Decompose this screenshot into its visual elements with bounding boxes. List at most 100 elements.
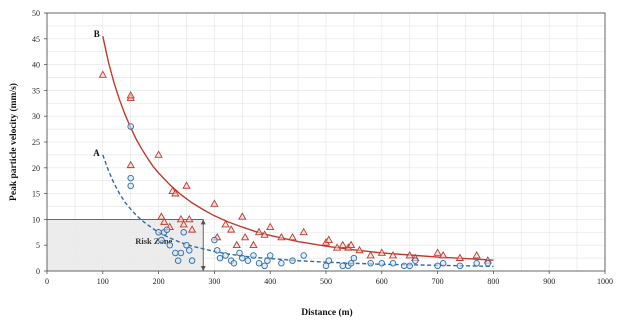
data-point-series-b (254, 227, 264, 236)
data-point-series-b (226, 225, 236, 233)
data-point-series-a (264, 257, 271, 264)
x-tick-label: 200 (153, 277, 165, 286)
data-point-series-b (299, 227, 308, 236)
x-tick-label: 1000 (597, 277, 613, 286)
data-point-series-a (261, 262, 268, 270)
data-point-series-b (324, 235, 333, 243)
data-point-series-a (177, 249, 185, 257)
curve-label-a: A (93, 148, 100, 158)
data-point-series-a (172, 249, 179, 257)
data-point-series-a (389, 260, 397, 267)
data-point-series-b (332, 243, 342, 251)
data-point-series-a (325, 257, 333, 264)
data-point-series-a (406, 262, 413, 270)
data-point-series-a (166, 241, 174, 249)
data-point-series-b (439, 251, 448, 259)
grid-layer (47, 13, 605, 271)
data-point-series-a (439, 260, 447, 267)
data-point-series-a (230, 260, 238, 267)
x-tick-label: 300 (208, 277, 220, 286)
x-tick-label: 600 (376, 277, 388, 286)
risk-zone-arrow-down (200, 266, 206, 271)
data-point-series-a (473, 260, 480, 267)
data-point-series-a (378, 260, 386, 267)
data-point-series-a (300, 252, 307, 259)
data-point-series-b (185, 214, 194, 223)
data-point-series-a (239, 254, 246, 262)
data-point-series-a (222, 252, 229, 259)
y-tick-label: 20 (32, 164, 40, 173)
y-tick-label: 10 (32, 215, 40, 224)
data-point-series-a (250, 252, 257, 259)
x-tick-label: 700 (432, 277, 444, 286)
data-point-series-b (288, 232, 297, 241)
data-point-series-b (249, 240, 258, 249)
data-point-series-b (157, 212, 166, 220)
data-point-series-b (210, 199, 219, 207)
data-point-series-a (216, 254, 224, 262)
y-tick-label: 30 (32, 112, 40, 121)
data-point-series-b (405, 251, 414, 259)
point-layer (98, 70, 492, 270)
y-tick-label: 45 (32, 35, 40, 44)
data-point-series-b (176, 214, 186, 223)
data-point-series-b (377, 248, 386, 256)
x-tick-label: 500 (320, 277, 332, 286)
data-point-series-b (187, 225, 197, 233)
curve-label-b: B (94, 29, 100, 39)
y-axis-title: Peak particle velocity (mm/s) (8, 83, 19, 201)
data-point-series-b (455, 253, 465, 261)
data-point-series-b (171, 189, 180, 197)
data-point-series-b (126, 91, 135, 99)
data-point-series-a (183, 241, 190, 249)
data-point-series-a (278, 260, 285, 267)
data-point-series-b (260, 230, 269, 238)
data-point-series-a (289, 257, 296, 264)
data-point-series-a (174, 257, 182, 264)
data-point-series-b (366, 251, 375, 259)
data-point-series-a (367, 260, 374, 267)
data-point-series-a (266, 252, 274, 259)
data-point-series-a (350, 254, 358, 262)
data-point-series-a (211, 236, 218, 244)
data-point-series-a (236, 249, 243, 257)
x-tick-label: 0 (45, 277, 49, 286)
data-point-series-b (179, 220, 188, 228)
data-point-series-b (472, 251, 481, 259)
y-tick-label: 0 (36, 267, 40, 276)
curve-layer (102, 36, 494, 268)
data-point-series-b (346, 240, 356, 249)
data-point-series-b (98, 70, 107, 78)
data-point-series-a (127, 182, 134, 190)
axes-layer: 0 100 200 300 400 500 600 700 800 900 1000 0 5 10 15 20… (32, 9, 613, 286)
data-point-series-b (338, 240, 347, 249)
data-point-series-a (484, 260, 492, 267)
curve-series-b (102, 36, 494, 261)
y-tick-label: 15 (32, 190, 40, 199)
data-point-series-b (355, 245, 364, 254)
data-point-series-b (232, 240, 241, 249)
x-axis-title: Distance (m) (301, 307, 352, 318)
data-point-series-b (221, 220, 230, 228)
data-point-series-a (186, 247, 193, 254)
data-point-series-a (180, 229, 187, 236)
data-point-series-b (388, 251, 398, 259)
data-point-series-b (154, 150, 163, 158)
data-point-series-a (188, 257, 196, 264)
data-point-series-a (255, 260, 263, 267)
x-tick-label: 400 (264, 277, 276, 286)
x-tick-label: 900 (543, 277, 555, 286)
data-point-series-b (126, 160, 135, 169)
data-point-series-a (412, 257, 419, 264)
curve-series-a (102, 154, 494, 268)
data-point-series-a (158, 236, 165, 244)
data-point-series-a (127, 123, 134, 130)
data-point-series-a (456, 262, 464, 270)
data-point-series-a (322, 262, 330, 270)
risk-zone-label: Risk Zone (135, 236, 172, 246)
data-point-series-a (155, 229, 162, 236)
data-point-series-b (433, 248, 442, 256)
y-tick-label: 50 (32, 9, 40, 18)
